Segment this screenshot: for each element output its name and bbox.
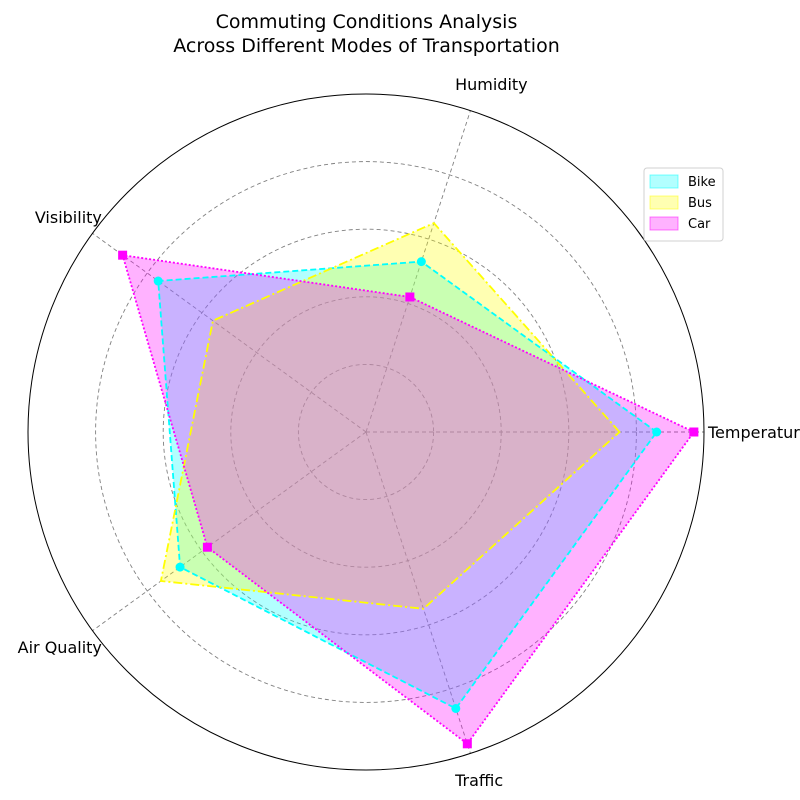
outer-frame: [27, 93, 705, 771]
axis-label-traffic: Traffic: [454, 771, 503, 790]
series-line-layer: [121, 222, 696, 746]
spoke-humidity: [365, 110, 471, 433]
legend-label-car: Car: [688, 217, 711, 232]
axis-label-humidity: Humidity: [455, 75, 528, 94]
spoke-air-quality: [92, 431, 367, 632]
axis-label-layer: Temperature Humidity Visibility Air Quality…: [18, 75, 800, 790]
point-bike-traffic: [451, 703, 461, 713]
point-car-traffic: [462, 739, 472, 749]
axis-label-temperature: Temperature: [707, 423, 800, 442]
legend-frame: [643, 167, 724, 242]
point-car-humidity: [405, 292, 415, 302]
series-fill-bike: [158, 261, 657, 709]
series-line-car: [121, 254, 696, 746]
series-fill-bus: [160, 223, 620, 609]
legend-swatch-bike: [649, 174, 679, 189]
grid-circle-3: [162, 228, 570, 636]
grid-circle-1: [297, 363, 435, 501]
axis-label-air-quality: Air Quality: [18, 638, 102, 657]
series-line-bus: [159, 222, 621, 610]
legend-label-bus: Bus: [688, 196, 712, 211]
point-car-visibility: [118, 250, 128, 260]
point-car-air-quality: [202, 542, 212, 552]
series-marker-layer: [118, 250, 699, 749]
point-bike-air-quality: [175, 562, 185, 572]
spoke-traffic: [365, 431, 471, 754]
point-bike-visibility: [153, 276, 163, 286]
series-fill-car: [122, 255, 694, 744]
point-bike-temperature: [652, 427, 662, 437]
grid-layer: [27, 93, 705, 771]
series-line-bike: [157, 260, 658, 710]
point-bike-humidity: [416, 257, 426, 267]
spoke-visibility: [92, 232, 367, 433]
axis-label-visibility: Visibility: [35, 208, 102, 227]
legend-label-bike: Bike: [688, 175, 716, 190]
series-fill-layer: [122, 223, 694, 744]
chart-title: Commuting Conditions Analysis Across Dif…: [173, 11, 560, 57]
point-car-temperature: [689, 427, 699, 437]
legend-swatch-bus: [649, 195, 679, 210]
grid-circle-4: [95, 161, 637, 703]
legend-swatch-car: [649, 216, 679, 231]
legend: Bike Bus Car: [643, 167, 724, 242]
